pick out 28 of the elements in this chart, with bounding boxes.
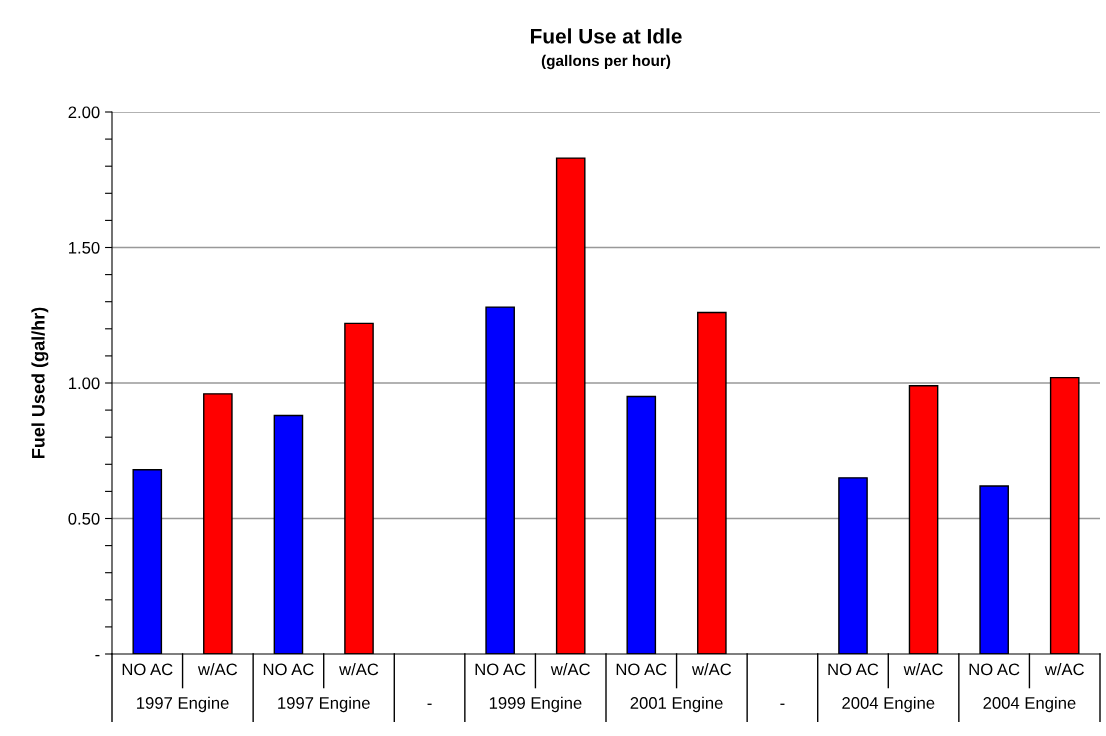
x-tick-label: w/AC bbox=[550, 663, 590, 676]
text: - bbox=[780, 703, 785, 705]
x-tick-label: NO AC bbox=[475, 663, 526, 676]
x-tick-label: NO AC bbox=[616, 663, 667, 676]
y-tick-label: 1.50 bbox=[69, 241, 100, 254]
text: 2001 Engine bbox=[630, 696, 723, 713]
x-tick-label: NO AC bbox=[828, 663, 879, 676]
x-tick-label: w/AC bbox=[197, 663, 238, 676]
text: - bbox=[427, 703, 432, 705]
x-tick-label: NO AC bbox=[263, 663, 314, 676]
text: 2004 Engine bbox=[842, 696, 935, 713]
text: 1997 Engine bbox=[278, 696, 370, 713]
y-tick-label: 1.00 bbox=[69, 377, 100, 390]
y-tick-label: 2.00 bbox=[68, 106, 100, 119]
y-axis-title: Fuel Used (gal/hr) bbox=[31, 307, 49, 459]
text: 2004 Engine bbox=[983, 696, 1076, 713]
text: 1997 Engine bbox=[137, 696, 229, 713]
x-tick-label: NO AC bbox=[969, 663, 1020, 676]
x-tick-label: w/AC bbox=[1044, 663, 1084, 676]
x-tick-label: w/AC bbox=[691, 663, 732, 676]
y-tick-label: 0.50 bbox=[68, 512, 100, 525]
text: 1999 Engine bbox=[489, 696, 582, 713]
x-tick-label: w/AC bbox=[903, 663, 943, 676]
x-tick-label: w/AC bbox=[339, 663, 379, 676]
chart-subtitle: (gallons per hour) bbox=[541, 54, 671, 70]
x-tick-label: NO AC bbox=[122, 663, 173, 676]
chart-title: Fuel Use at Idle bbox=[530, 28, 682, 44]
y-tick-label: - bbox=[95, 654, 100, 657]
